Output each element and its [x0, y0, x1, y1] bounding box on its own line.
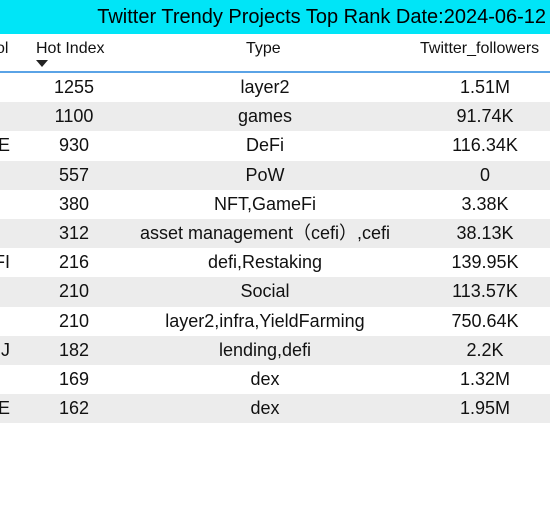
table-row: 1255 layer2 1.51M [0, 73, 550, 102]
column-header-symbol[interactable]: ol [0, 40, 9, 57]
table-body: 1255 layer2 1.51M 1100 games 91.74K E 93… [0, 73, 550, 424]
cell-hot-index: 557 [58, 164, 90, 185]
page-title: Twitter Trendy Projects Top Rank Date:20… [97, 6, 546, 28]
cell-type: layer2 [240, 77, 290, 97]
cell-type: lending,defi [218, 339, 312, 360]
cell-type: asset management（cefi）,cefi [139, 222, 391, 243]
cell-type: NFT,GameFi [213, 193, 316, 214]
table-row: 312 asset management（cefi）,cefi 38.13K [0, 218, 550, 249]
title-bar: Twitter Trendy Projects Top Rank Date:20… [0, 0, 550, 34]
cell-followers: 113.57K [452, 281, 518, 302]
cell-hot-index: 930 [58, 135, 90, 156]
cell-hot-index: 216 [58, 252, 90, 273]
table-row: FI 216 defi,Restaking 139.95K [0, 248, 550, 277]
table-row: E 930 DeFi 116.34K [0, 131, 550, 160]
cell-hot-index: 182 [58, 339, 90, 360]
cell-followers: 139.95K [451, 252, 519, 273]
cell-hot-index: 169 [58, 368, 90, 389]
sort-descending-icon[interactable] [36, 60, 48, 67]
column-header-hot-index[interactable]: Hot Index [36, 40, 105, 57]
column-header-type[interactable]: Type [246, 40, 281, 57]
cell-followers: 0 [479, 164, 490, 185]
table-row: E 162 dex 1.95M [0, 394, 550, 424]
table-row: 557 PoW 0 [0, 160, 550, 190]
table-header: ol Hot Index Type Twitter_followers [0, 34, 550, 73]
cell-hot-index: 210 [58, 281, 90, 302]
cell-followers: 2.2K [466, 339, 504, 360]
cell-followers: 38.13K [456, 222, 514, 243]
cell-type: layer2,infra,YieldFarming [165, 310, 365, 331]
table-row: 380 NFT,GameFi 3.38K [0, 190, 550, 219]
cell-hot-index: 210 [58, 310, 90, 331]
table-row: 1100 games 91.74K [0, 102, 550, 132]
cell-type: DeFi [245, 135, 284, 156]
cell-type: games [237, 106, 293, 127]
table-row: 210 layer2,infra,YieldFarming 750.64K [0, 307, 550, 336]
cell-symbol: E [0, 135, 10, 156]
cell-followers: 116.34K [452, 135, 518, 156]
cell-symbol: FI [0, 252, 10, 273]
table-row: 210 Social 113.57K [0, 277, 550, 307]
cell-hot-index: 1100 [54, 106, 94, 127]
cell-type: dex [250, 368, 280, 389]
cell-hot-index: 380 [58, 193, 90, 214]
cell-followers: 1.32M [459, 368, 511, 389]
table-row: J 182 lending,defi 2.2K [0, 335, 550, 365]
cell-type: Social [240, 281, 290, 302]
cell-followers: 91.74K [456, 106, 514, 127]
cell-symbol: J [1, 339, 10, 360]
cell-followers: 1.95M [459, 398, 511, 419]
cell-hot-index: 162 [58, 398, 90, 419]
cell-symbol: E [0, 398, 10, 419]
column-header-twitter-followers[interactable]: Twitter_followers [420, 40, 540, 57]
table-row: 169 dex 1.32M [0, 365, 550, 394]
cell-type: defi,Restaking [207, 252, 323, 273]
cell-hot-index: 312 [58, 222, 90, 243]
cell-followers: 3.38K [461, 193, 509, 214]
cell-type: PoW [245, 164, 285, 185]
cell-followers: 1.51M [459, 77, 511, 97]
cell-followers: 750.64K [451, 310, 519, 331]
cell-type: dex [250, 398, 280, 419]
cell-hot-index: 1255 [53, 77, 95, 97]
